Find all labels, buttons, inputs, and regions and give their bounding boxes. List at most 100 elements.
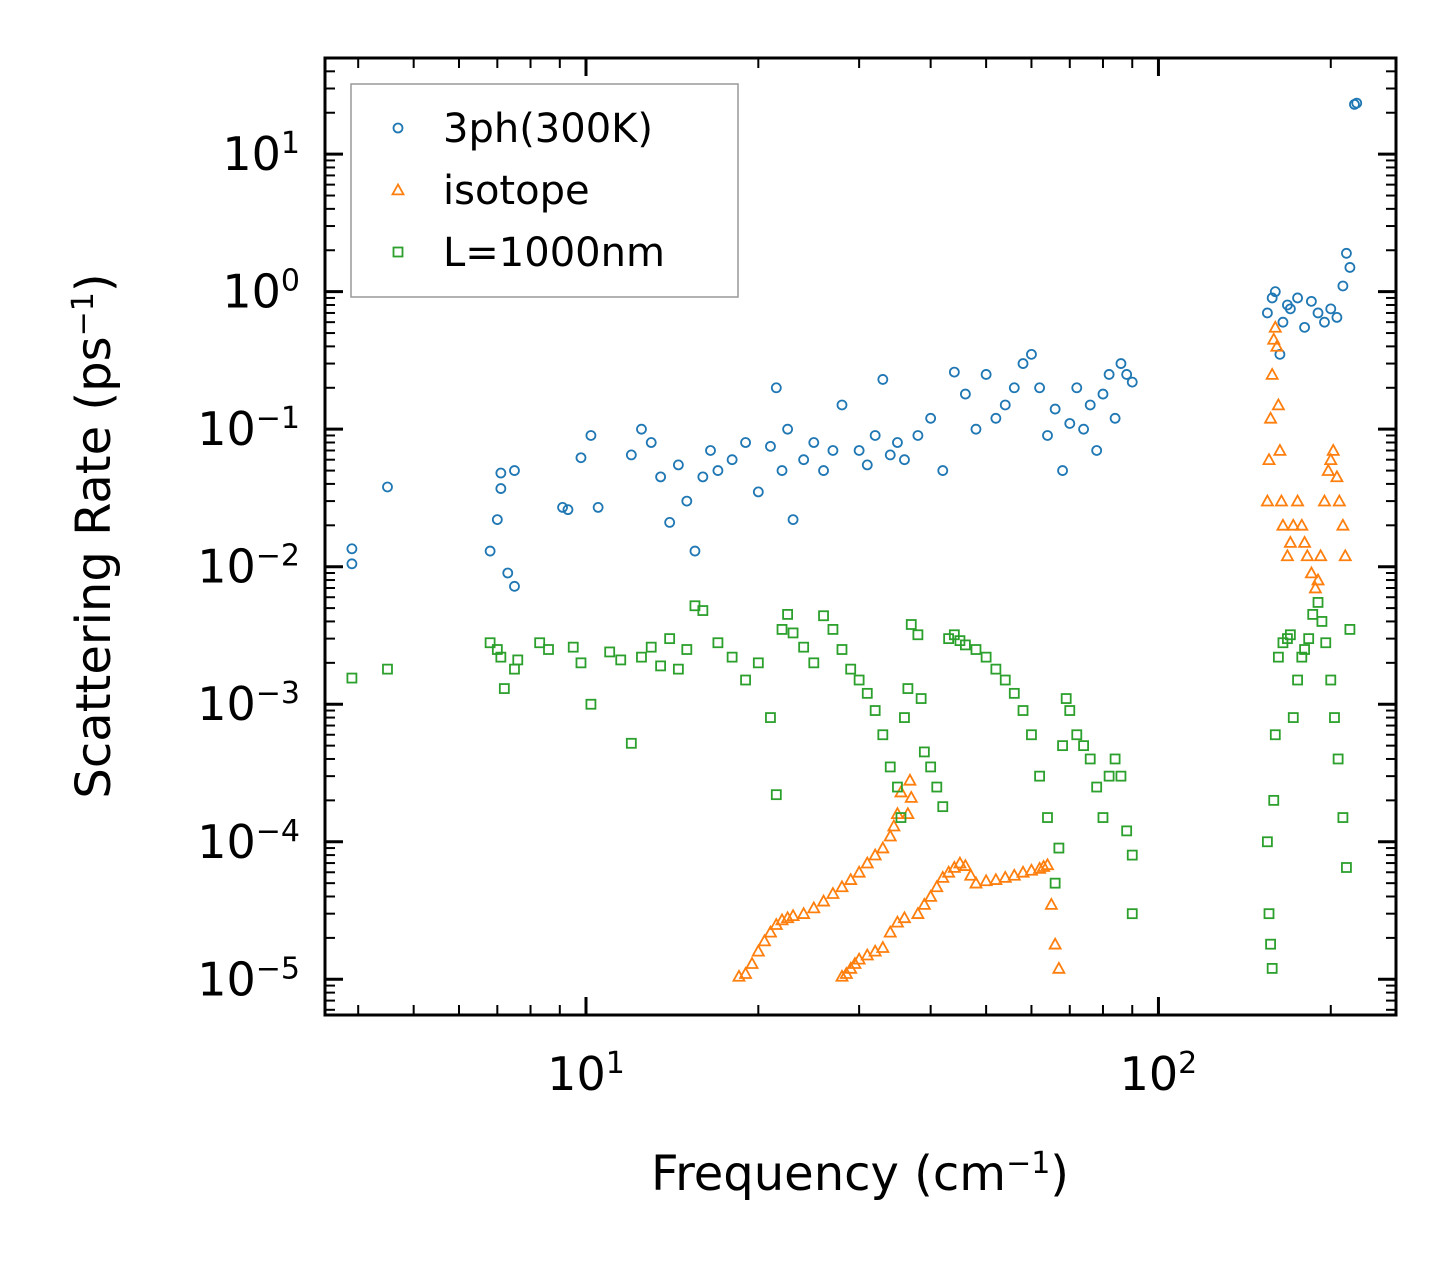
data-point (999, 399, 1011, 411)
data-points (346, 97, 1363, 982)
data-point (763, 924, 778, 938)
data-point (1290, 493, 1305, 507)
data-point (782, 609, 794, 620)
data-point (948, 629, 960, 641)
data-point (886, 818, 901, 832)
data-point (726, 651, 738, 663)
data-point (1049, 403, 1061, 415)
data-point (1034, 382, 1046, 394)
data-point (905, 619, 917, 630)
y-axis-title-sup: −1 (66, 292, 101, 336)
legend-marker-square (392, 246, 404, 258)
data-point (1115, 770, 1127, 782)
data-point (1325, 303, 1337, 315)
data-point (979, 873, 994, 887)
data-point (1261, 452, 1277, 465)
data-point (852, 864, 867, 878)
data-point (1274, 493, 1289, 507)
data-point (495, 651, 507, 663)
data-point (1121, 369, 1133, 380)
data-point (959, 639, 971, 651)
data-point (672, 459, 684, 471)
data-point (1304, 565, 1319, 579)
data-point (1337, 812, 1349, 823)
data-point (853, 674, 865, 686)
plot-frame (323, 56, 1398, 1017)
data-point (1280, 548, 1295, 562)
data-point (892, 437, 903, 448)
data-point (1053, 842, 1065, 854)
data-point (884, 761, 896, 773)
data-point (861, 459, 873, 471)
data-point (899, 712, 910, 723)
data-point (1269, 339, 1284, 352)
legend-label: isotope (443, 168, 590, 214)
data-point (931, 781, 943, 793)
data-point (877, 729, 889, 741)
data-point (860, 855, 875, 869)
y-tick-label-base: 10 (197, 677, 256, 731)
data-point (818, 465, 829, 476)
data-point (1266, 292, 1278, 304)
legend-label: L=1000nm (443, 230, 665, 276)
data-point (1332, 753, 1344, 765)
data-point (1266, 963, 1278, 974)
data-point (655, 471, 667, 483)
y-tick-label: 10−3 (197, 676, 300, 732)
data-point (1300, 548, 1315, 562)
data-point (1312, 307, 1324, 319)
data-point (1297, 535, 1312, 548)
data-point (827, 445, 839, 456)
series-l-1000nm (346, 597, 1356, 974)
data-point (1121, 825, 1133, 837)
data-point (806, 900, 821, 914)
data-point (1323, 452, 1338, 465)
data-point (1284, 303, 1296, 315)
data-point (958, 858, 973, 871)
data-point (1299, 321, 1310, 333)
data-point (912, 629, 924, 641)
data-point (1109, 753, 1121, 765)
data-point (765, 440, 776, 452)
x-axis-title: Frequency (cm−1) (651, 1146, 1069, 1203)
data-point (827, 624, 839, 635)
data-point (1341, 862, 1352, 873)
data-point (1084, 399, 1096, 411)
data-point (910, 906, 925, 919)
data-point (1078, 740, 1089, 752)
data-point (495, 483, 507, 494)
y-tick-label: 10−2 (197, 538, 300, 594)
data-point (869, 705, 881, 716)
data-point (738, 966, 753, 979)
data-point (752, 486, 764, 498)
y-tick-label: 10−1 (197, 401, 300, 457)
data-point (1303, 633, 1315, 645)
data-point (843, 872, 858, 885)
data-point (1048, 936, 1063, 950)
y-tick-label-exponent: −2 (256, 538, 300, 573)
data-point (740, 437, 751, 448)
data-point (1084, 753, 1096, 765)
data-point (636, 423, 647, 435)
data-point (1126, 849, 1138, 861)
data-point (904, 790, 919, 803)
data-point (776, 465, 788, 476)
x-axis-title-main: Frequency (cm (651, 1146, 1006, 1202)
data-point (512, 654, 524, 666)
data-point (346, 558, 358, 570)
data-point (1292, 292, 1303, 304)
data-point (1097, 388, 1109, 400)
data-point (346, 543, 358, 555)
data-point (868, 847, 883, 861)
data-point (1316, 616, 1328, 627)
data-point (346, 672, 358, 684)
data-point (1310, 572, 1326, 586)
data-point (697, 605, 709, 616)
data-point (861, 687, 873, 699)
data-point (816, 893, 831, 907)
data-point (1008, 687, 1020, 699)
data-point (625, 449, 637, 461)
data-point (1307, 609, 1319, 620)
data-point (751, 943, 766, 957)
